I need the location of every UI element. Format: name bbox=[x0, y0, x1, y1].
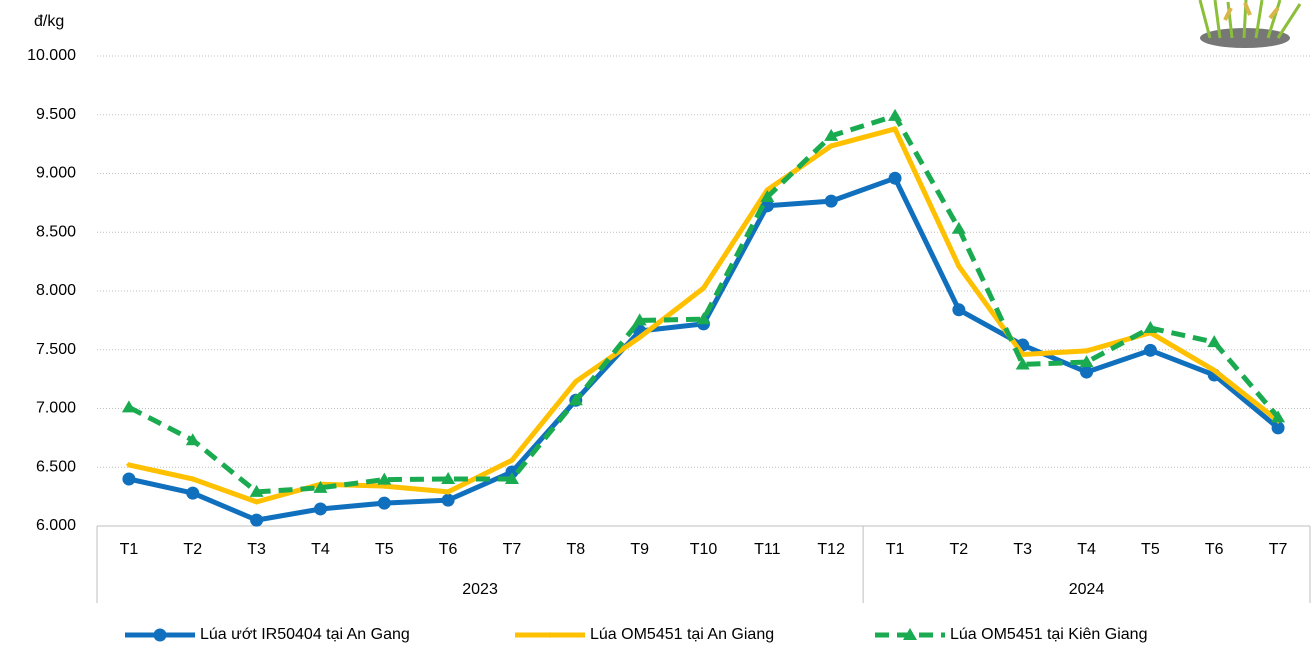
point bbox=[378, 497, 391, 510]
y-tick-label: 9.000 bbox=[36, 165, 76, 182]
point bbox=[122, 473, 135, 486]
point bbox=[186, 487, 199, 500]
x-tick-label: T5 bbox=[1141, 541, 1160, 558]
series bbox=[122, 172, 1284, 527]
x-tick-label: T2 bbox=[183, 541, 202, 558]
series bbox=[122, 109, 1285, 497]
point bbox=[825, 195, 838, 208]
y-tick-label: 8.500 bbox=[36, 223, 76, 240]
x-tick-label: T3 bbox=[1013, 541, 1032, 558]
x-tick-label: T6 bbox=[439, 541, 458, 558]
point bbox=[888, 109, 902, 121]
x-tick-label: T3 bbox=[247, 541, 266, 558]
x-tick-label: T1 bbox=[120, 541, 139, 558]
x-tick-label: T7 bbox=[503, 541, 522, 558]
point bbox=[122, 400, 136, 412]
y-tick-label: 6.000 bbox=[36, 517, 76, 534]
x-tick-label: T1 bbox=[886, 541, 905, 558]
chart: đ/kg 6.000 6.500 7.000 7.500 8.000 8.500 9.000… bbox=[0, 0, 1315, 651]
point bbox=[1144, 344, 1157, 357]
y-axis-label: đ/kg bbox=[34, 13, 64, 30]
point bbox=[250, 514, 263, 527]
x-tick-label: T12 bbox=[817, 541, 845, 558]
point bbox=[952, 303, 965, 316]
rice-icon bbox=[1200, 0, 1300, 48]
legend-label: Lúa ướt IR50404 tại An Gang bbox=[200, 626, 410, 643]
y-tick-label: 7.500 bbox=[36, 341, 76, 358]
y-tick-label: 6.500 bbox=[36, 458, 76, 475]
point bbox=[952, 222, 966, 234]
point bbox=[1080, 366, 1093, 379]
line bbox=[129, 178, 1278, 520]
point bbox=[442, 494, 455, 507]
x-tick-label: T10 bbox=[690, 541, 718, 558]
x-tick-label: T6 bbox=[1205, 541, 1224, 558]
x-tick-label: T7 bbox=[1269, 541, 1288, 558]
y-tick-label: 8.000 bbox=[36, 282, 76, 299]
point bbox=[889, 172, 902, 185]
x-tick-label: T9 bbox=[630, 541, 649, 558]
group-label: 2024 bbox=[1069, 581, 1105, 598]
legend-label: Lúa OM5451 tại Kiên Giang bbox=[950, 626, 1147, 643]
x-tick-label: T8 bbox=[566, 541, 585, 558]
group-label: 2023 bbox=[462, 581, 498, 598]
x-tick-label: T11 bbox=[754, 541, 780, 558]
y-tick-label: 9.500 bbox=[36, 106, 76, 123]
line bbox=[129, 116, 1278, 492]
x-tick-label: T2 bbox=[950, 541, 969, 558]
y-tick-label: 7.000 bbox=[36, 400, 76, 417]
legend-label: Lúa OM5451 tại An Giang bbox=[590, 626, 774, 643]
point bbox=[314, 502, 327, 515]
legend-marker bbox=[154, 629, 167, 642]
x-tick-label: T5 bbox=[375, 541, 394, 558]
point bbox=[1207, 335, 1221, 347]
y-tick-label: 10.000 bbox=[27, 47, 76, 64]
x-tick-label: T4 bbox=[311, 541, 330, 558]
x-tick-label: T4 bbox=[1077, 541, 1096, 558]
